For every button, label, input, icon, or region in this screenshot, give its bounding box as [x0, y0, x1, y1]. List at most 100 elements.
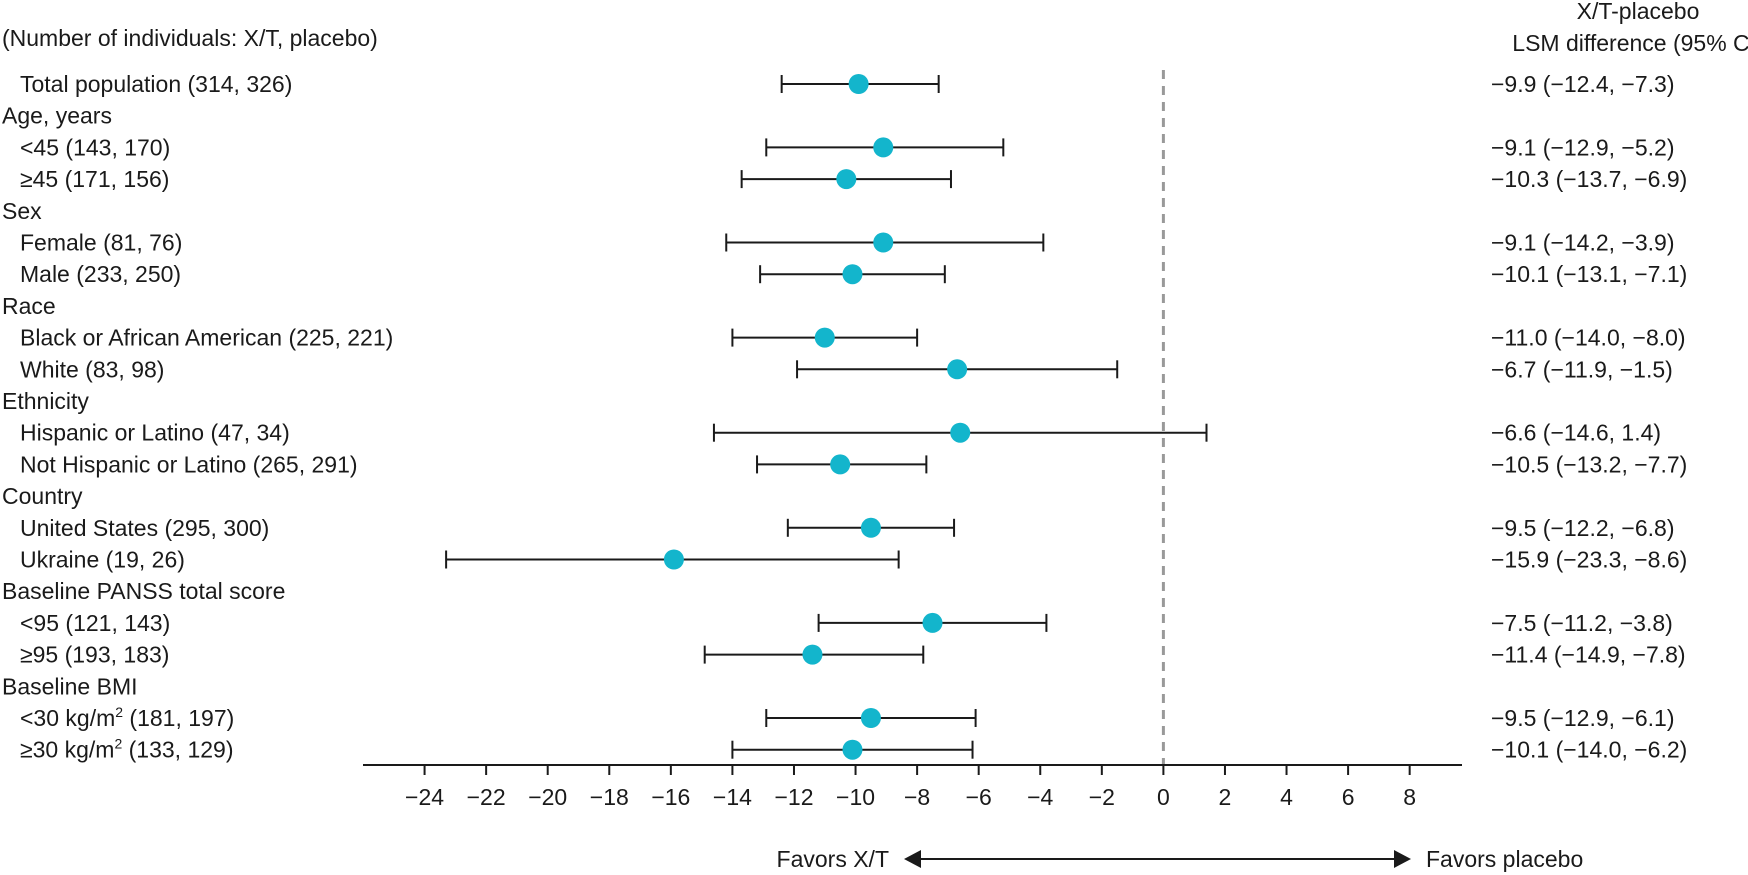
label-text: (181, 197)	[123, 705, 234, 731]
x-tick-label: 2	[1219, 784, 1232, 810]
point-estimate	[860, 517, 881, 538]
subgroup-label: <95 (121, 143)	[20, 610, 170, 636]
subgroup-label: ≥45 (171, 156)	[20, 166, 169, 192]
favors-annotation: Favors X/T Favors placebo	[777, 846, 1584, 872]
column-header-right-line2: LSM difference (95% CI)	[1512, 30, 1748, 56]
subgroup-row: <45 (143, 170) −9.1 (−12.9, −5.2)	[20, 134, 1675, 160]
x-tick-label: −6	[966, 784, 992, 810]
x-tick-label: −12	[774, 784, 813, 810]
lsm-difference-value: −10.5 (−13.2, −7.7)	[1491, 451, 1687, 477]
point-estimate	[802, 644, 823, 665]
lsm-difference-value: −10.1 (−13.1, −7.1)	[1491, 261, 1687, 287]
subgroup-label: White (83, 98)	[20, 356, 164, 382]
x-tick-label: 6	[1342, 784, 1355, 810]
lsm-difference-value: −7.5 (−11.2, −3.8)	[1491, 610, 1673, 636]
x-tick-label: 0	[1157, 784, 1170, 810]
lsm-difference-value: −11.4 (−14.9, −7.8)	[1491, 642, 1686, 668]
x-tick-label: 4	[1280, 784, 1293, 810]
x-tick-label: −20	[528, 784, 567, 810]
point-estimate	[873, 232, 894, 253]
subgroup-header-row: Age, years	[2, 103, 112, 129]
subgroup-row: ≥30 kg/m2 (133, 129) −10.1 (−14.0, −6.2)	[20, 736, 1687, 763]
subgroup-row: Male (233, 250) −10.1 (−13.1, −7.1)	[20, 261, 1687, 287]
group-label: Ethnicity	[2, 388, 89, 414]
x-tick-label: 8	[1403, 784, 1416, 810]
column-header-right-line1: X/T-placebo	[1577, 0, 1700, 24]
column-header-left: (Number of individuals: X/T, placebo)	[2, 25, 378, 51]
label-text: <30 kg/m	[20, 705, 115, 731]
subgroup-header-row: Country	[2, 483, 83, 509]
favors-left-label: Favors X/T	[777, 846, 889, 872]
lsm-difference-value: −6.7 (−11.9, −1.5)	[1491, 356, 1673, 382]
x-tick-label: −18	[590, 784, 629, 810]
lsm-difference-value: −6.6 (−14.6, 1.4)	[1491, 420, 1661, 446]
point-estimate	[842, 264, 863, 285]
point-estimate	[947, 359, 968, 380]
group-label: Baseline BMI	[2, 673, 138, 699]
favors-right-label: Favors placebo	[1426, 846, 1583, 872]
lsm-difference-value: −10.3 (−13.7, −6.9)	[1491, 166, 1687, 192]
lsm-difference-value: −9.5 (−12.2, −6.8)	[1491, 515, 1675, 541]
x-tick-label: −8	[904, 784, 930, 810]
subgroup-row: Black or African American (225, 221) −11.…	[20, 325, 1686, 351]
subgroup-row: White (83, 98) −6.7 (−11.9, −1.5)	[20, 356, 1673, 382]
subgroup-header-row: Sex	[2, 198, 42, 224]
subgroup-label: Female (81, 76)	[20, 230, 182, 256]
point-estimate	[814, 327, 835, 348]
lsm-difference-value: −10.1 (−14.0, −6.2)	[1491, 737, 1687, 763]
lsm-difference-value: −9.5 (−12.9, −6.1)	[1491, 705, 1675, 731]
point-estimate	[842, 739, 863, 760]
subgroup-row: Female (81, 76) −9.1 (−14.2, −3.9)	[20, 230, 1675, 256]
lsm-difference-value: −9.1 (−14.2, −3.9)	[1491, 230, 1675, 256]
x-tick-label: −2	[1089, 784, 1115, 810]
group-label: Race	[2, 293, 56, 319]
subgroup-header-row: Baseline PANSS total score	[2, 578, 285, 604]
label-text: ≥30 kg/m	[20, 737, 114, 763]
subgroup-label: <45 (143, 170)	[20, 134, 170, 160]
subgroup-row: ≥45 (171, 156) −10.3 (−13.7, −6.9)	[20, 166, 1687, 192]
arrow-right-icon	[1394, 850, 1411, 868]
subgroup-label: ≥30 kg/m2 (133, 129)	[20, 736, 233, 763]
group-label: Age, years	[2, 103, 112, 129]
subgroup-label: <30 kg/m2 (181, 197)	[20, 704, 234, 731]
subgroup-label: Hispanic or Latino (47, 34)	[20, 420, 290, 446]
subgroup-label: Ukraine (19, 26)	[20, 547, 185, 573]
x-tick-label: −14	[713, 784, 752, 810]
x-tick-label: −10	[836, 784, 875, 810]
group-label: Baseline PANSS total score	[2, 578, 285, 604]
group-label: Sex	[2, 198, 42, 224]
subgroup-header-row: Baseline BMI	[2, 673, 138, 699]
point-estimate	[848, 74, 869, 94]
subgroup-label: Male (233, 250)	[20, 261, 181, 287]
subgroup-row: Hispanic or Latino (47, 34) −6.6 (−14.6, …	[20, 420, 1661, 446]
lsm-difference-value: −15.9 (−23.3, −8.6)	[1491, 547, 1687, 573]
point-estimate	[836, 169, 857, 190]
subgroup-label: Not Hispanic or Latino (265, 291)	[20, 451, 358, 477]
subgroup-row: ≥95 (193, 183) −11.4 (−14.9, −7.8)	[20, 642, 1686, 668]
point-estimate	[950, 422, 971, 443]
subgroup-header-row: Race	[2, 293, 56, 319]
subgroup-row: <30 kg/m2 (181, 197) −9.5 (−12.9, −6.1)	[20, 704, 1675, 731]
subgroup-label: Total population (314, 326)	[20, 71, 292, 97]
x-tick-label: −16	[651, 784, 690, 810]
subgroup-label: Black or African American (225, 221)	[20, 325, 393, 351]
x-tick-label: −24	[405, 784, 444, 810]
label-superscript: 2	[115, 704, 123, 720]
lsm-difference-value: −9.9 (−12.4, −7.3)	[1491, 71, 1675, 97]
lsm-difference-value: −11.0 (−14.0, −8.0)	[1491, 325, 1686, 351]
arrow-left-icon	[904, 850, 921, 868]
subgroup-row: Ukraine (19, 26) −15.9 (−23.3, −8.6)	[20, 547, 1687, 573]
subgroup-row: United States (295, 300) −9.5 (−12.2, −6.…	[20, 515, 1675, 541]
subgroup-row: Not Hispanic or Latino (265, 291) −10.5 (…	[20, 451, 1687, 477]
subgroup-row: <95 (121, 143) −7.5 (−11.2, −3.8)	[20, 610, 1673, 636]
point-estimate	[873, 137, 894, 158]
x-tick-label: −22	[467, 784, 506, 810]
subgroup-row: Total population (314, 326) −9.9 (−12.4, …	[20, 71, 1675, 97]
point-estimate	[860, 708, 881, 728]
subgroup-header-row: Ethnicity	[2, 388, 89, 414]
point-estimate	[830, 454, 851, 475]
subgroup-label: ≥95 (193, 183)	[20, 642, 169, 668]
subgroup-label: United States (295, 300)	[20, 515, 269, 541]
x-axis: −24 −22 −20 −18 −16 −14 −12 −10 −8 −6 −4 −2 0 2 4 6 8	[363, 764, 1462, 810]
